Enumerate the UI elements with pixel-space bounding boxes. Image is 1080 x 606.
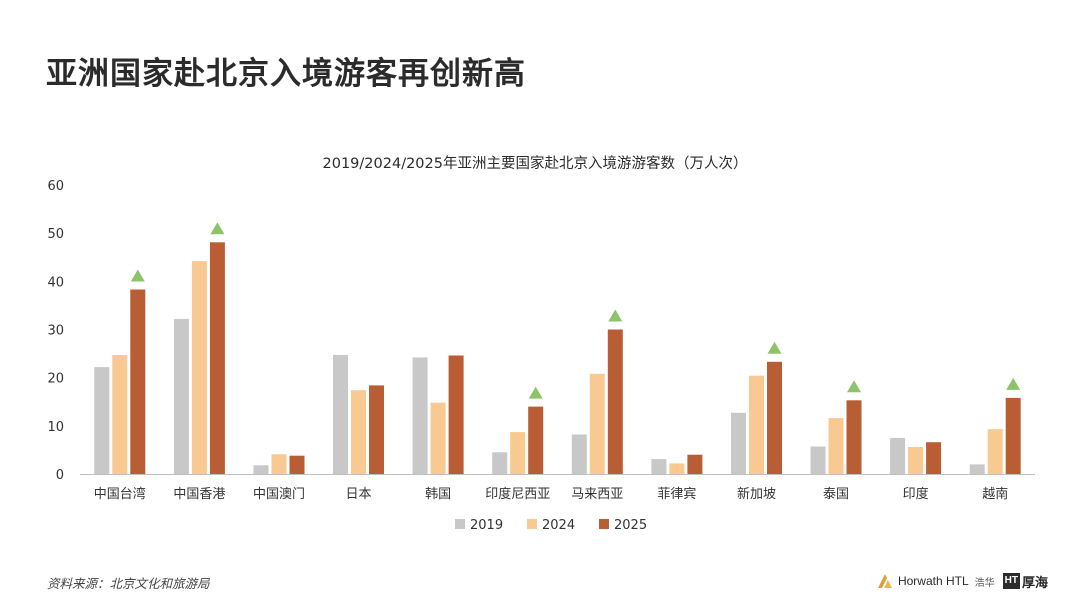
bar-2019 <box>810 446 826 474</box>
bar-2019 <box>412 357 428 474</box>
bar-2019 <box>253 465 269 474</box>
x-tick-label: 泰国 <box>823 487 849 502</box>
x-tick-label: 中国台湾 <box>94 486 146 502</box>
houhai-logo: HT 厚海 <box>1002 572 1048 591</box>
houhai-name: 厚海 <box>1021 574 1048 590</box>
bar-2024 <box>828 418 844 474</box>
x-tick-label: 马来西亚 <box>571 487 623 502</box>
y-tick-label: 60 <box>47 179 64 194</box>
bar-2019 <box>731 412 746 474</box>
bar-2024 <box>430 402 446 474</box>
chart-title: 2019/2024/2025年亚洲主要国家赴北京入境游游客数（万人次） <box>323 154 748 172</box>
legend-swatch <box>527 519 537 529</box>
growth-triangle-icon <box>767 341 782 354</box>
bar-2025 <box>209 242 225 474</box>
bar-chart: 2019/2024/2025年亚洲主要国家赴北京入境游游客数（万人次） 0 10 2… <box>47 154 1035 533</box>
bar-2025 <box>1005 397 1021 474</box>
page-title: 亚洲国家赴北京入境游客再创新高 <box>46 56 526 92</box>
bar-2024 <box>510 432 526 474</box>
x-tick-label: 菲律宾 <box>657 486 696 502</box>
growth-triangle-icon <box>1006 377 1021 390</box>
horwath-cn-name: 浩华 <box>974 577 995 589</box>
legend: 2019 2024 2025 <box>455 518 647 533</box>
bar-2025 <box>448 355 464 474</box>
horwath-logo: Horwath HTL 浩华 <box>877 574 995 589</box>
bar-2019 <box>651 459 667 474</box>
bar-2025 <box>528 406 544 474</box>
bar-2025 <box>767 361 782 474</box>
bar-2024 <box>271 454 287 474</box>
legend-swatch <box>455 519 465 529</box>
x-axis: 中国台湾 中国香港 中国澳门 日本 韩国 印度尼西亚 马来西亚 菲律宾 新加坡 泰国 印度 越南 <box>80 474 1035 502</box>
bar-2025 <box>926 442 942 474</box>
growth-triangle-icon <box>528 386 543 399</box>
legend-label: 2025 <box>614 518 647 533</box>
bar-2019 <box>333 355 348 474</box>
y-tick-label: 50 <box>47 227 64 242</box>
bar-2019 <box>969 464 985 474</box>
growth-triangle-icon <box>210 222 225 235</box>
legend-label: 2019 <box>470 518 503 533</box>
bar-2019 <box>890 437 906 474</box>
bar-2024 <box>749 375 764 474</box>
legend-label: 2024 <box>542 518 575 533</box>
horwath-name: Horwath HTL <box>897 574 969 588</box>
bar-2024 <box>112 355 128 474</box>
y-tick-label: 10 <box>47 420 64 435</box>
x-tick-label: 印度 <box>903 486 929 502</box>
logo-group: Horwath HTL 浩华 HT 厚海 <box>877 570 1048 592</box>
bar-2025 <box>846 400 862 474</box>
bar-2025 <box>687 454 703 474</box>
x-tick-label: 新加坡 <box>737 486 776 502</box>
bar-2019 <box>173 318 189 474</box>
x-tick-label: 中国香港 <box>173 487 225 502</box>
bar-2024 <box>987 429 1003 474</box>
bar-series-group <box>94 242 1021 474</box>
growth-markers <box>130 222 1021 399</box>
growth-triangle-icon <box>847 380 861 393</box>
y-tick-label: 0 <box>56 468 64 483</box>
bar-2019 <box>94 367 110 474</box>
source-note: 资料来源：北京文化和旅游局 <box>47 576 210 591</box>
y-tick-label: 40 <box>47 275 64 290</box>
bar-2024 <box>351 390 366 474</box>
bar-2025 <box>369 385 384 474</box>
bar-2019 <box>571 434 587 474</box>
x-tick-label: 日本 <box>345 487 371 502</box>
bar-2024 <box>669 463 685 474</box>
bar-2025 <box>130 289 146 474</box>
x-tick-label: 韩国 <box>425 487 451 502</box>
growth-triangle-icon <box>608 309 623 322</box>
x-tick-label: 越南 <box>982 486 1008 502</box>
bar-2024 <box>589 373 605 474</box>
bar-2024 <box>908 447 924 474</box>
bar-2019 <box>492 452 508 474</box>
growth-triangle-icon <box>130 269 145 282</box>
houhai-badge: HT <box>1002 573 1020 589</box>
bar-2024 <box>191 261 207 474</box>
y-tick-label: 30 <box>47 324 64 339</box>
y-axis: 0 10 20 30 40 50 60 <box>47 179 64 483</box>
horwath-mark-icon <box>877 574 892 588</box>
bar-2025 <box>607 329 623 474</box>
y-tick-label: 20 <box>47 372 64 387</box>
legend-swatch <box>599 519 609 529</box>
x-tick-label: 中国澳门 <box>253 486 305 502</box>
bar-2025 <box>289 455 305 474</box>
x-tick-label: 印度尼西亚 <box>485 486 550 502</box>
